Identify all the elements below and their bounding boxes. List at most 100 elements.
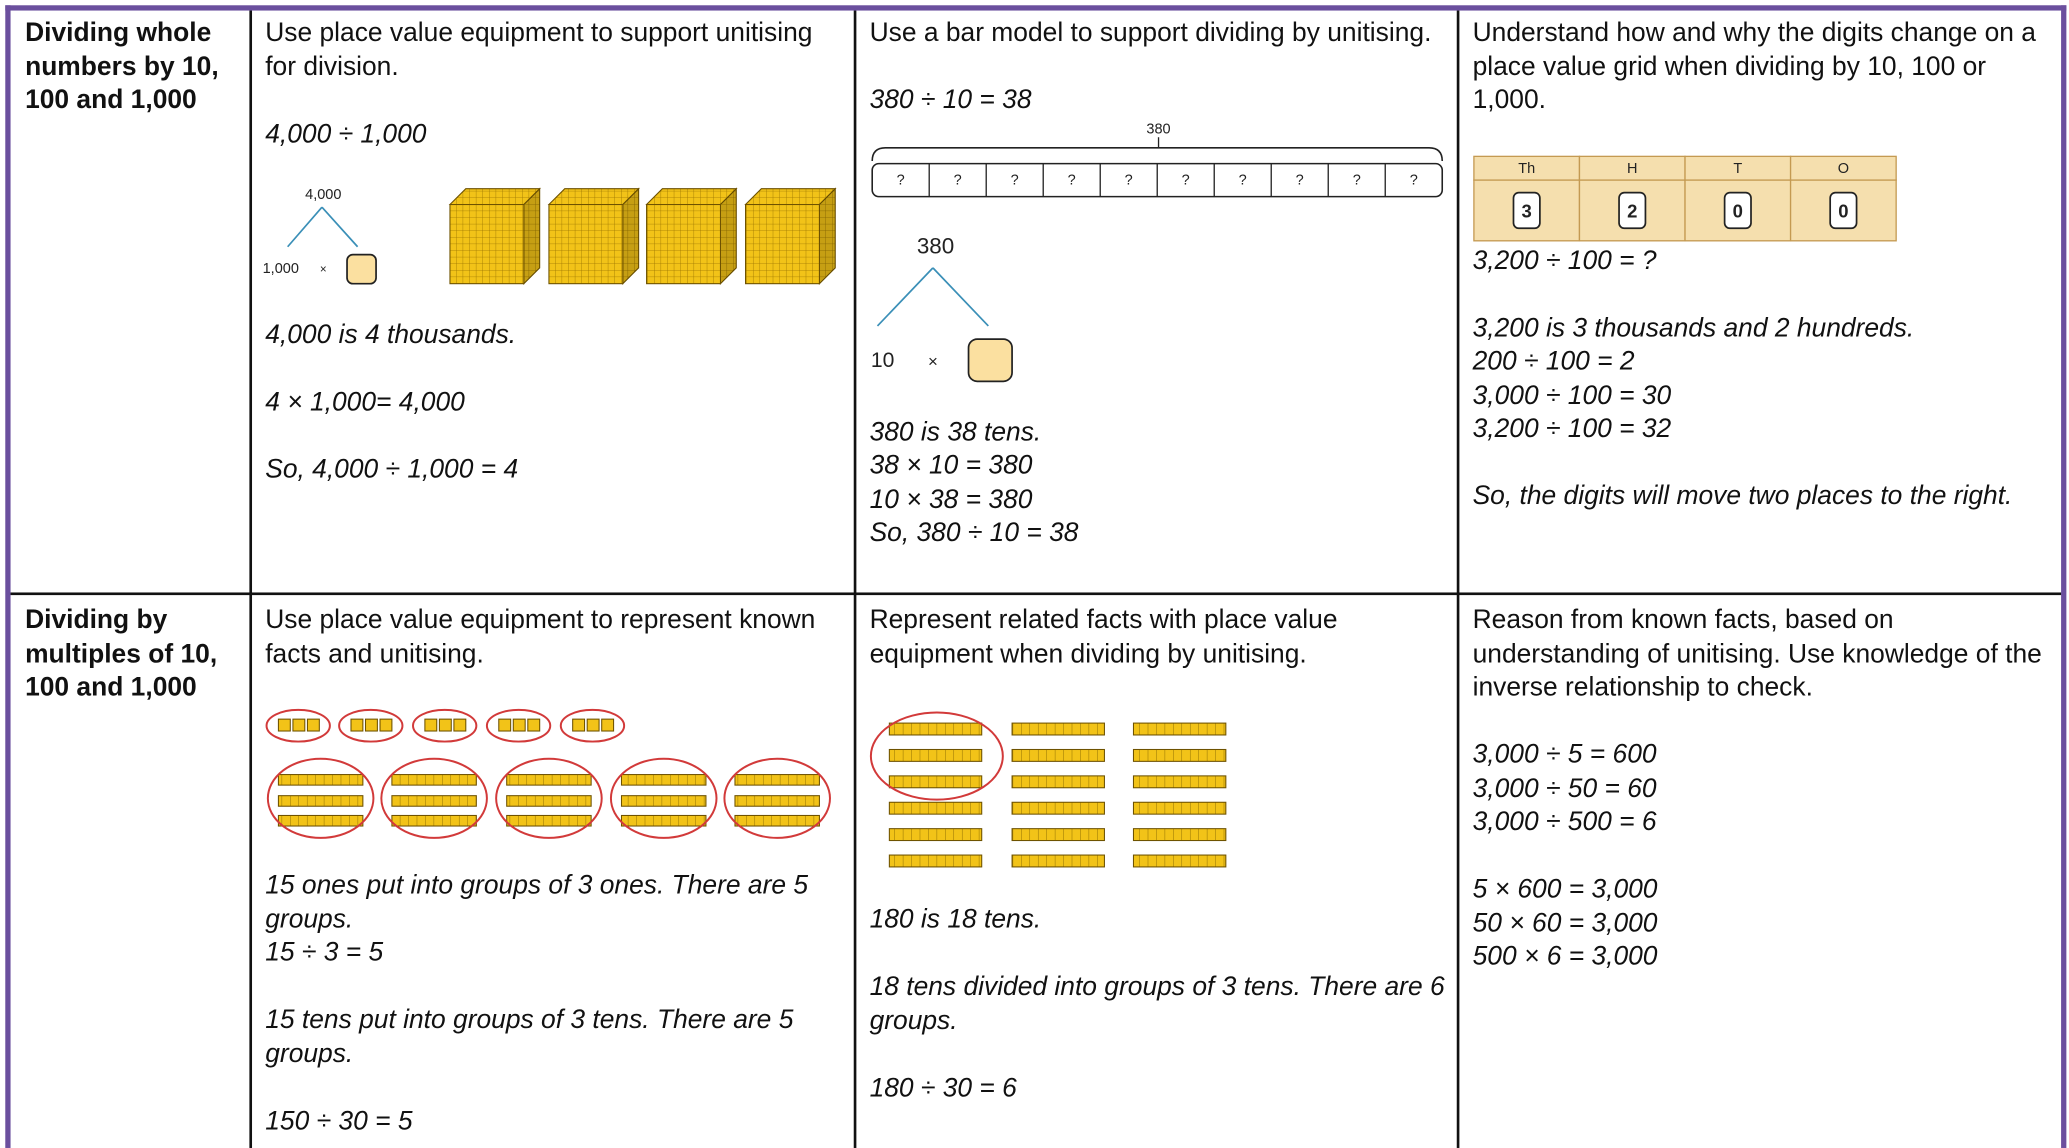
diagram — [869, 711, 1227, 868]
tens-rod — [277, 774, 364, 786]
tens-rod — [734, 774, 820, 786]
bond-box — [346, 253, 377, 285]
group-ring — [559, 708, 626, 743]
tens-rod — [1011, 854, 1105, 868]
one-cube — [292, 718, 306, 732]
bar-part: ? — [1410, 172, 1418, 188]
tens-rod — [620, 814, 707, 827]
text-line: 5 × 600 = 3,000 — [1472, 874, 1658, 904]
paragraph: 180 ÷ 30 = 6 — [870, 1072, 1448, 1106]
grid-header-label: Th — [1518, 160, 1535, 176]
text-line: 150 ÷ 30 = 5 — [265, 1106, 413, 1136]
paragraph: 15 ones put into groups of 3 ones. There… — [265, 870, 844, 971]
tens-rod — [1132, 748, 1227, 762]
bond-operator: × — [320, 263, 327, 276]
tens-rod — [1011, 801, 1105, 815]
group-ring — [266, 757, 375, 839]
intro: Use place value equipment to support uni… — [265, 18, 813, 82]
row-rule — [10, 592, 2062, 595]
tens-rod — [734, 795, 820, 807]
bond-line — [321, 206, 359, 248]
bond-box — [967, 337, 1013, 382]
one-cube — [453, 718, 467, 732]
digit-card — [1829, 191, 1858, 229]
tens-rod — [277, 814, 364, 827]
thousand-cube-front — [646, 203, 721, 285]
text-line: 200 ÷ 100 = 2 — [1472, 347, 1635, 377]
intro: Understand how and why the digits change… — [1472, 18, 2036, 115]
text-line: 3,000 ÷ 50 = 60 — [1472, 773, 1657, 803]
text-line: 50 × 60 = 3,000 — [1472, 908, 1658, 938]
paragraph: 15 tens put into groups of 3 tens. There… — [265, 1004, 844, 1071]
border-top — [5, 5, 2067, 11]
diagram: 4,000 1,000 × — [263, 187, 837, 285]
one-cube — [277, 718, 291, 732]
group-ring — [485, 708, 552, 743]
digit: 0 — [1733, 200, 1743, 221]
one-cube — [364, 718, 378, 732]
one-cube — [306, 718, 320, 732]
diagram: Th 3 H 2 T 0 O 0 — [1473, 155, 1897, 241]
digit: 0 — [1838, 200, 1848, 221]
text-line: 180 ÷ 30 = 6 — [869, 1073, 1017, 1103]
diagram: 380????????? ? 380 10 × — [871, 121, 1444, 382]
text-line: So, 380 ÷ 10 = 38 — [869, 518, 1079, 548]
tens-rod — [1132, 828, 1227, 842]
one-cube — [498, 718, 512, 732]
one-cube — [350, 718, 364, 732]
tens-rod — [620, 795, 707, 807]
bond-line — [876, 266, 934, 326]
group-ring — [412, 708, 478, 743]
tens-rod — [391, 795, 477, 807]
tens-rod — [506, 795, 592, 807]
bond-part: 1,000 — [263, 261, 299, 277]
text-line: 3,200 ÷ 100 = 32 — [1472, 414, 1672, 444]
intro: Represent related facts with place value… — [869, 605, 1338, 669]
tens-rod — [1132, 801, 1227, 815]
text-line: 3,000 ÷ 100 = 30 — [1472, 380, 1672, 410]
calculation: 380 ÷ 10 = 38 — [869, 85, 1032, 115]
tens-rod — [620, 774, 707, 786]
paragraph: 18 tens divided into groups of 3 tens. T… — [870, 971, 1448, 1038]
tens-rod — [277, 795, 364, 807]
bond-operator: × — [928, 351, 938, 370]
one-cube — [379, 718, 393, 732]
paragraph: 4 × 1,000= 4,000 — [265, 387, 844, 421]
one-cube — [512, 718, 526, 732]
cube-shade — [622, 188, 639, 284]
grid-header-label: T — [1733, 160, 1742, 176]
tens-rod — [506, 814, 592, 827]
text-line: 180 is 18 tens. — [869, 905, 1042, 935]
one-cube — [586, 718, 600, 732]
one-cube — [527, 718, 541, 732]
paragraph: 4,000 is 4 thousands. — [265, 319, 844, 353]
cell: Use place value equipment to support uni… — [251, 11, 855, 594]
border-right — [2061, 5, 2067, 1148]
tens-rod — [888, 828, 983, 842]
text-line: So, 4,000 ÷ 1,000 = 4 — [265, 455, 519, 485]
bar-part: ? — [1296, 172, 1304, 188]
column-rule — [1456, 10, 1459, 1148]
tens-rod — [734, 814, 820, 827]
paragraph: 180 is 18 tens. — [870, 904, 1448, 938]
tens-rod — [888, 748, 983, 762]
one-cube — [572, 718, 586, 732]
bar-part: ? — [1239, 172, 1247, 188]
diagram — [265, 708, 831, 839]
cube-shade — [819, 188, 836, 284]
paragraph: So, 4,000 ÷ 1,000 = 4 — [265, 454, 844, 488]
cell: Reason from known facts, based on unders… — [1458, 594, 2061, 1148]
bond-part: 10 — [871, 348, 894, 371]
column-rule — [249, 10, 252, 1148]
cell: Dividing by multiples of 10, 100 and 1,0… — [11, 594, 251, 1148]
tens-rod — [1132, 854, 1227, 868]
cell: Use a bar model to support dividing by u… — [855, 11, 1458, 594]
tens-rod — [888, 801, 983, 815]
bar-bracket — [871, 146, 1444, 161]
thousand-cube-front — [548, 203, 624, 285]
tens-rod — [391, 814, 477, 827]
tens-rod — [888, 854, 983, 868]
paragraph: 5 × 600 = 3,000 50 × 60 = 3,000 500 × 6 = … — [1473, 874, 2051, 975]
